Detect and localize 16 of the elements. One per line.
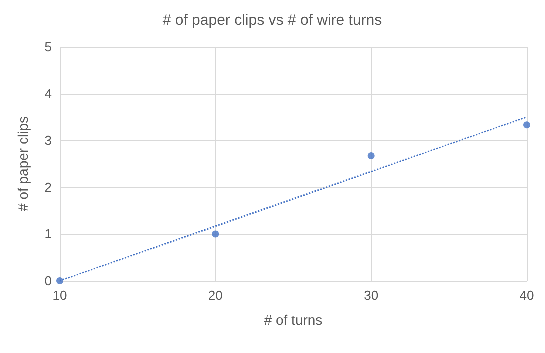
y-tick-label: 4 [44,86,52,102]
y-axis-title: # of paper clips [15,116,31,212]
x-tick-label: 30 [364,288,379,303]
y-tick-label: 0 [44,274,52,288]
point [212,230,220,238]
chart-title: # of paper clips vs # of wire turns [162,12,382,29]
y-tick-label: 5 [44,40,52,54]
y-tick-label: 1 [44,226,52,242]
x-tick-label: 40 [520,288,534,303]
x-tick-label: 20 [208,288,223,303]
y-tick-label: 2 [44,180,52,195]
y-tick-label: 3 [44,133,52,148]
point [368,152,375,160]
point [524,122,530,129]
x-tick-label: 10 [52,288,68,303]
x-axis-title: # of turns [264,312,323,328]
